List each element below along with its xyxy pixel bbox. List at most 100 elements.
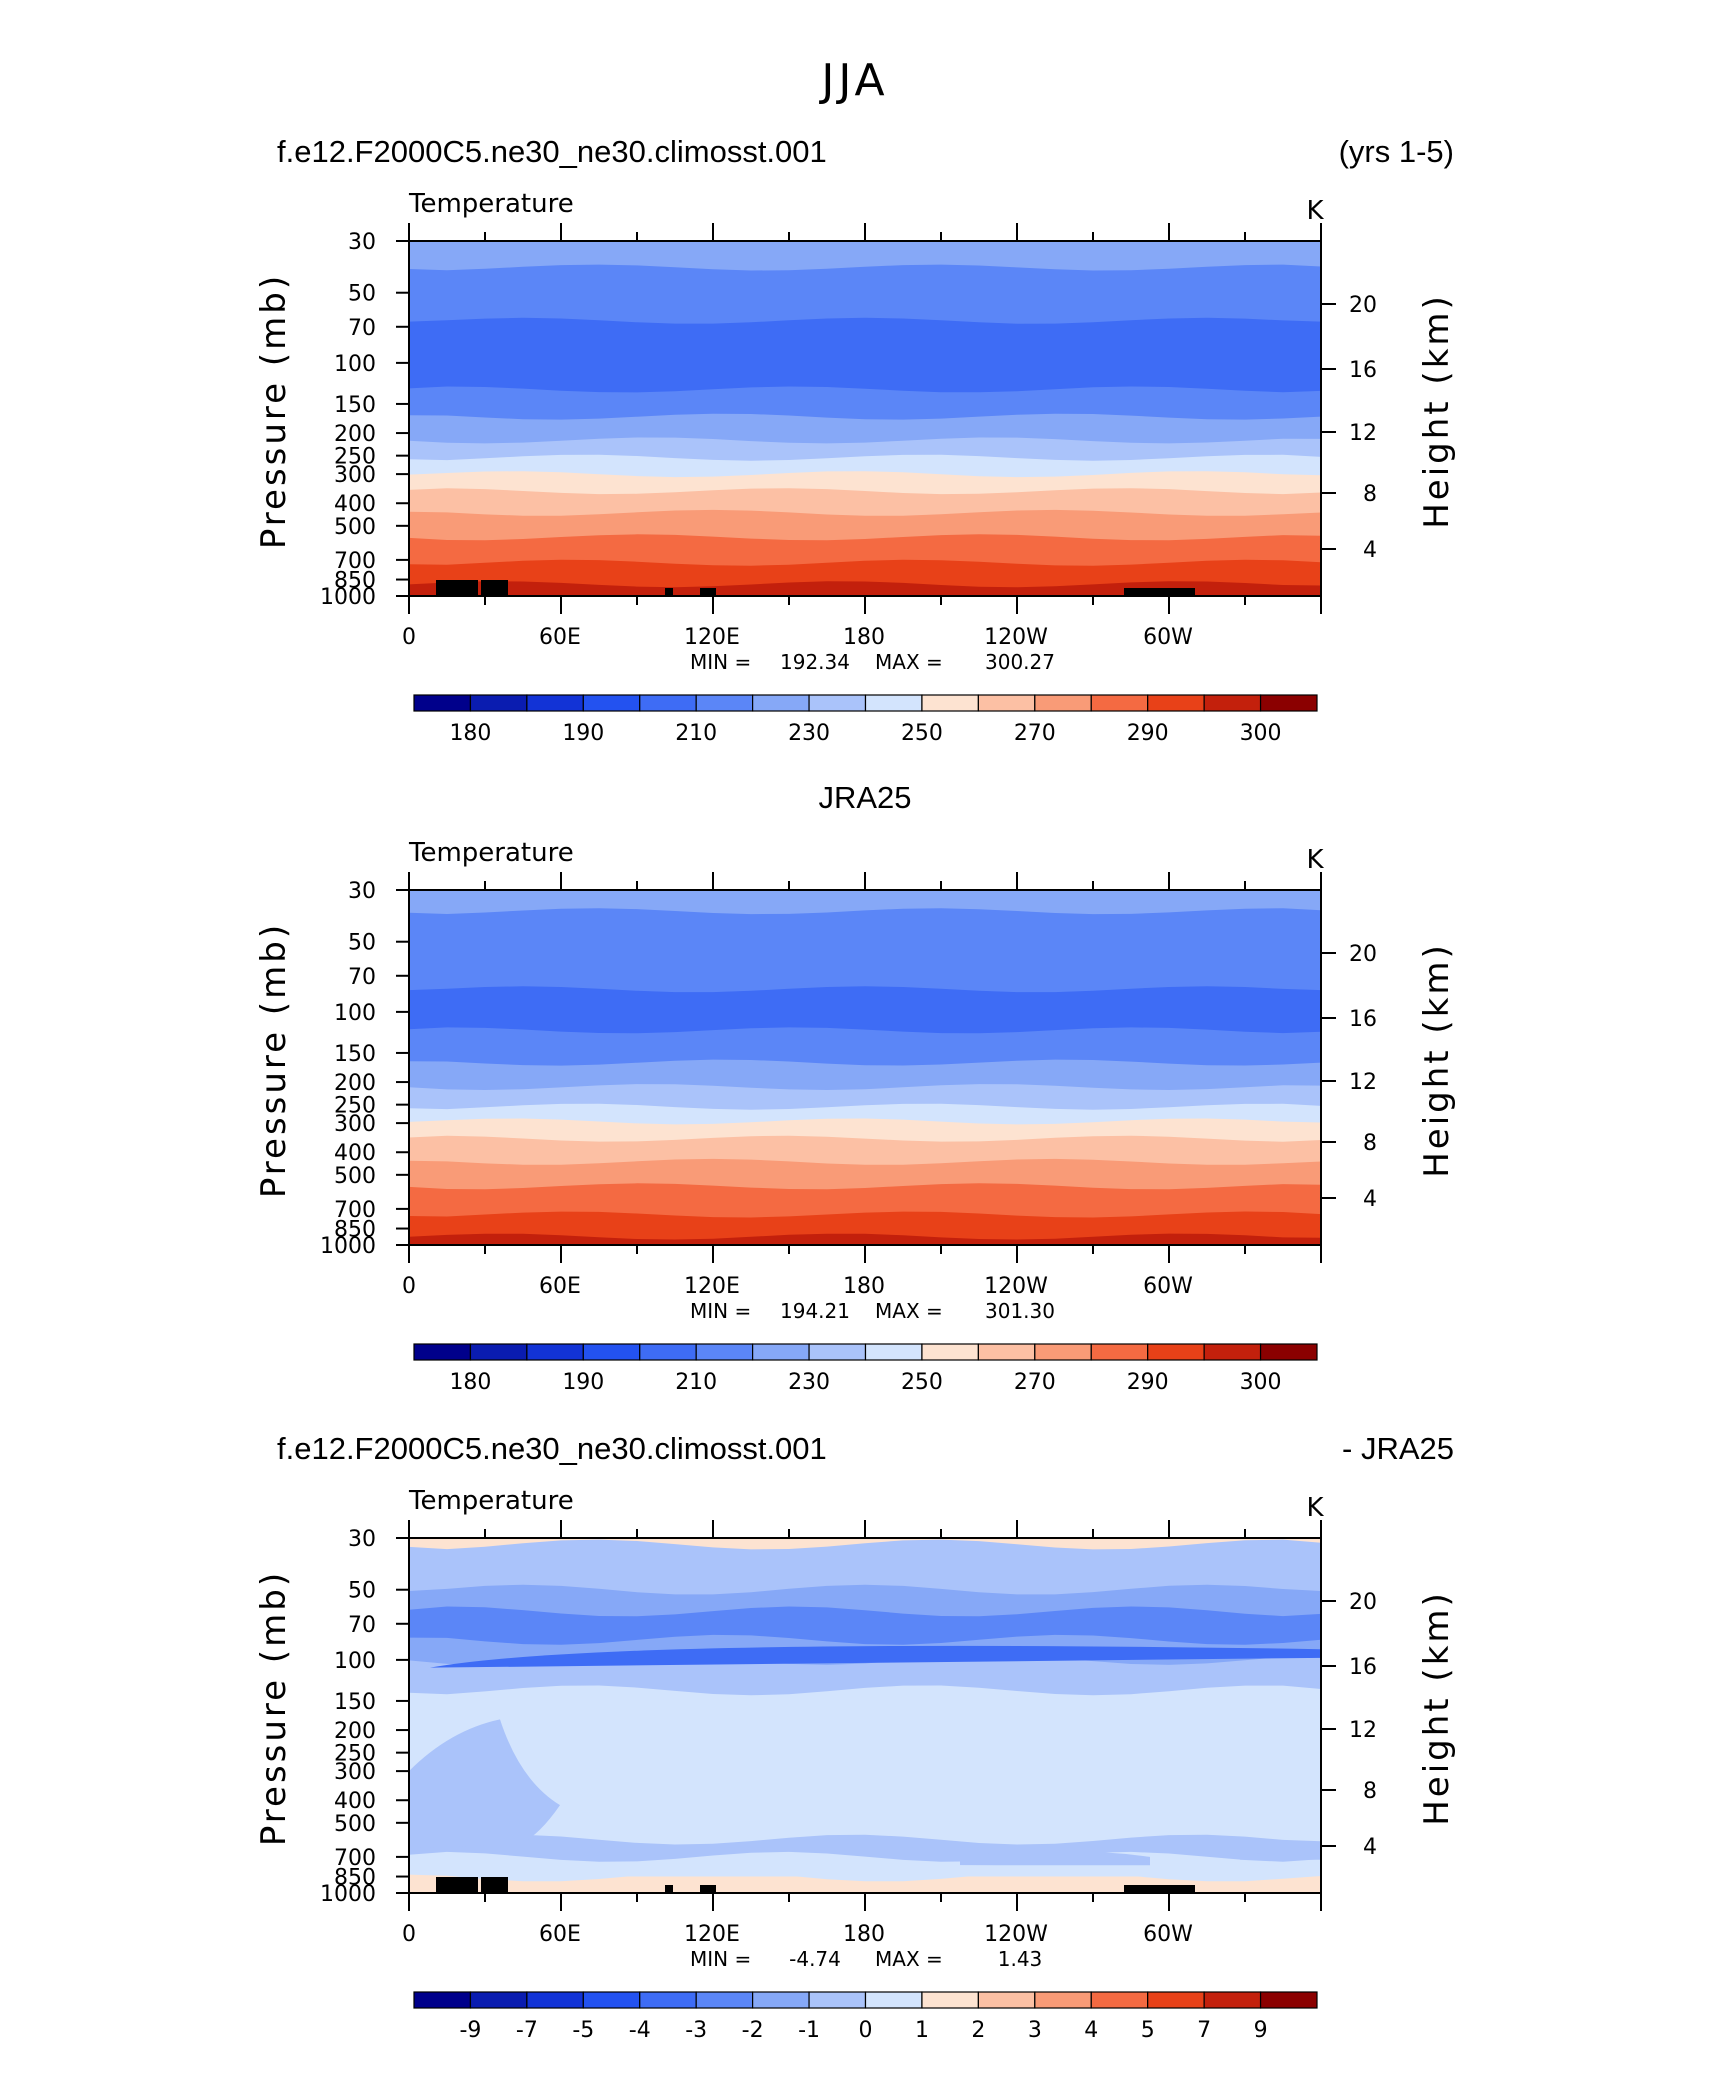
colorbar-label: 3: [1028, 2018, 1042, 2043]
panel-1: f.e12.F2000C5.ne30_ne30.climosst.001 (yrs…: [254, 134, 1457, 746]
colorbar-box: [526, 1343, 584, 1361]
contour-band: [409, 1685, 1321, 1846]
topography-mask: [700, 1885, 716, 1893]
colorbar-box: [864, 1991, 923, 2009]
contour-band: [409, 1135, 1321, 1168]
y-tick-label: 150: [334, 1690, 376, 1715]
contour-band: [409, 1183, 1321, 1221]
x-tick-label: 60W: [1143, 625, 1193, 650]
y-tick-label: 200: [334, 422, 376, 447]
colorbar-label: 2: [971, 2018, 985, 2043]
y-tick-label: 50: [348, 1579, 376, 1604]
colorbar-box: [526, 1991, 584, 2009]
y-axis-title: Pressure (mb): [254, 922, 294, 1198]
colorbar-box: [808, 1343, 867, 1361]
colorbar-label: 180: [449, 721, 491, 746]
y-right-axis-title: Height (km): [1417, 293, 1457, 529]
colorbar-box: [1259, 1343, 1318, 1361]
colorbar-label: 210: [675, 721, 717, 746]
y-right-tick-label: 16: [1349, 358, 1377, 383]
colorbar-box: [808, 1991, 867, 2009]
colorbar-box: [1090, 1991, 1149, 2009]
colorbar-label: 230: [788, 1370, 830, 1395]
y-tick-label: 30: [348, 879, 376, 904]
contour-band: [409, 488, 1321, 519]
colorbar-box: [921, 1991, 979, 2009]
panels-container: f.e12.F2000C5.ne30_ne30.climosst.001 (yrs…: [254, 134, 1457, 2043]
y-tick-label: 70: [348, 316, 376, 341]
colorbar-box: [1090, 694, 1149, 712]
contour-band: [409, 1606, 1321, 1646]
colorbar-box: [977, 1343, 1036, 1361]
topography-mask: [1124, 1885, 1195, 1893]
contour-band: [409, 1103, 1321, 1128]
stats-min-value: 194.21: [780, 1299, 850, 1323]
colorbar-box: [695, 1991, 754, 2009]
y-right-tick-label: 16: [1349, 1655, 1377, 1680]
stats-max-value: 1.43: [998, 1947, 1043, 1971]
x-tick-label: 120E: [684, 1922, 740, 1947]
y-tick-label: 400: [334, 1141, 376, 1166]
y-right-axis-title: Height (km): [1417, 1590, 1457, 1826]
x-tick-label: 120W: [984, 625, 1048, 650]
contour-band: [409, 1539, 1321, 1596]
y-tick-label: 400: [334, 1789, 376, 1814]
colorbar-box: [752, 1343, 810, 1361]
colorbar-box: [1147, 1991, 1205, 2009]
x-tick-label: 0: [402, 625, 416, 650]
panel-right-header: - JRA25: [1342, 1431, 1454, 1466]
stats-min-value: 192.34: [780, 650, 850, 674]
y-tick-label: 70: [348, 965, 376, 990]
panel-3: f.e12.F2000C5.ne30_ne30.climosst.001 - JR…: [254, 1431, 1457, 2043]
stats-min-label: MIN =: [690, 650, 751, 674]
figure-title: JJA: [818, 55, 888, 106]
colorbar-box: [1090, 1343, 1149, 1361]
topography-mask: [482, 1877, 508, 1893]
contour-band: [409, 317, 1321, 396]
colorbar-label: 210: [675, 1370, 717, 1395]
x-tick-label: 0: [402, 1922, 416, 1947]
colorbar-box: [526, 694, 584, 712]
stats-max-label: MAX =: [875, 1299, 943, 1323]
colorbar-box: [469, 1991, 528, 2009]
colorbar-box: [921, 694, 979, 712]
x-tick-label: 0: [402, 1274, 416, 1299]
y-tick-label: 150: [334, 1042, 376, 1067]
x-tick-label: 120E: [684, 625, 740, 650]
y-tick-label: 300: [334, 1760, 376, 1785]
colorbar-label: -3: [685, 2018, 707, 2043]
y-axis-title: Pressure (mb): [254, 273, 294, 549]
colorbar-box: [1259, 1991, 1318, 2009]
colorbar-box: [469, 1343, 528, 1361]
y-tick-label: 30: [348, 230, 376, 255]
x-tick-label: 60E: [539, 1274, 581, 1299]
anomaly-region: [960, 1850, 1150, 1866]
y-tick-label: 1000: [320, 1882, 376, 1907]
y-right-tick-label: 20: [1349, 1590, 1377, 1615]
stats-max-value: 300.27: [985, 650, 1055, 674]
contour-band: [409, 1233, 1321, 1245]
colorbar-label: -4: [629, 2018, 651, 2043]
y-tick-label: 50: [348, 282, 376, 307]
colorbar-box: [1034, 1991, 1092, 2009]
stats-min-value: -4.74: [789, 1947, 841, 1971]
stats-min-label: MIN =: [690, 1299, 751, 1323]
colorbar-label: -9: [459, 2018, 481, 2043]
colorbar-box: [413, 1343, 472, 1361]
contour-band: [409, 264, 1321, 327]
colorbar-box: [921, 1343, 979, 1361]
colorbar-label: 230: [788, 721, 830, 746]
contour-band: [409, 454, 1321, 481]
anomaly-region: [430, 1645, 1321, 1668]
contour-band: [409, 1027, 1321, 1069]
colorbar-label: 250: [901, 1370, 943, 1395]
y-tick-label: 250: [334, 445, 376, 470]
contour-band: [409, 581, 1321, 596]
colorbar-box: [1034, 1343, 1092, 1361]
x-tick-label: 120E: [684, 1274, 740, 1299]
x-tick-label: 120W: [984, 1922, 1048, 1947]
x-tick-label: 60E: [539, 625, 581, 650]
contour-band: [409, 986, 1321, 1037]
topography-mask: [1124, 588, 1195, 596]
